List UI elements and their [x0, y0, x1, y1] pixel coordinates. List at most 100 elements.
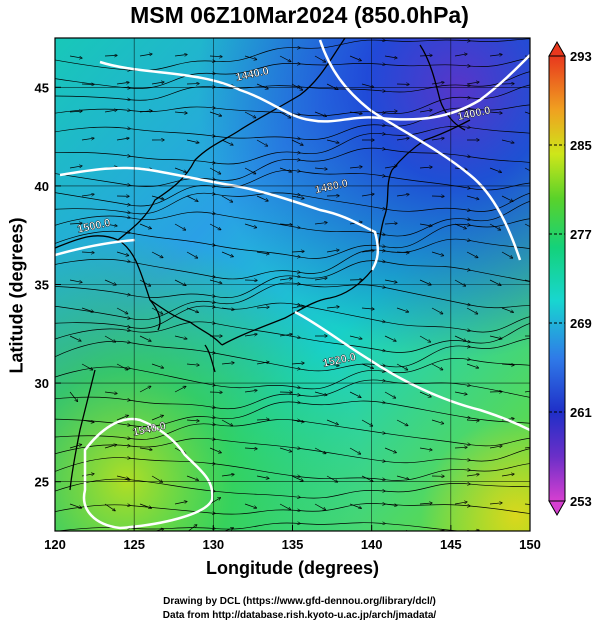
wind-arrow [174, 223, 185, 230]
wind-arrow [419, 447, 432, 450]
wind-arrow [256, 419, 269, 420]
wind-arrow [291, 475, 303, 481]
wind-arrow [209, 447, 221, 453]
wind-arrow [349, 112, 362, 114]
wind-arrow [466, 363, 478, 368]
wind-arrow [419, 110, 432, 113]
wind-arrow [361, 363, 373, 368]
wind-arrow [431, 419, 443, 424]
streamline-23 [55, 479, 530, 498]
wind-arrow [69, 111, 82, 112]
wind-arrow [221, 139, 233, 145]
wind-arrow [466, 251, 478, 258]
wind-arrow [362, 532, 374, 535]
wind-arrow [256, 307, 269, 308]
wind-arrow [256, 362, 269, 365]
x-tick-label-135: 135 [282, 537, 304, 552]
wind-arrow [116, 82, 129, 84]
colorbar-tick-label-269: 269 [570, 316, 592, 331]
wind-arrow [431, 82, 444, 84]
y-tick-label-25: 25 [35, 475, 49, 490]
wind-arrow [314, 168, 327, 169]
colorbar-max-arrow [548, 40, 566, 57]
wind-arrow [489, 112, 502, 113]
wind-arrow [69, 444, 81, 449]
wind-arrow [116, 251, 128, 256]
wind-arrow [537, 418, 549, 420]
wind-arrow [69, 335, 81, 341]
colorbar-ticks: 253 261 269 277 285 293 [549, 49, 592, 509]
wind-arrow [466, 82, 479, 85]
wind-arrow [524, 447, 530, 449]
wind-arrow [69, 503, 81, 508]
wind-arrow [116, 475, 129, 479]
wind-arrow [384, 335, 396, 341]
wind-arrow [186, 420, 199, 421]
wind-arrow [104, 279, 116, 285]
wind-arrow [326, 250, 339, 253]
wind-arrow [209, 111, 221, 116]
wind-arrow [454, 391, 467, 394]
wind-arrow [291, 139, 303, 145]
streamline-22 [55, 458, 530, 481]
wind-arrow [396, 194, 409, 196]
wind-arrow [186, 364, 199, 365]
wind-arrow [82, 532, 91, 539]
wind-arrow [501, 307, 513, 312]
wind-arrow [326, 139, 339, 143]
wind-arrow [81, 252, 94, 253]
wind-arrow [174, 112, 187, 113]
wind-arrow [139, 335, 151, 341]
grid-lines [55, 38, 530, 531]
wind-arrow [326, 475, 337, 482]
wind-arrow [209, 167, 220, 174]
wind-arrow [186, 251, 197, 258]
wind-arrow [314, 391, 327, 395]
wind-arrow [209, 498, 220, 505]
wind-arrow [327, 532, 338, 537]
wind-arrow [186, 195, 198, 201]
x-tick-label-145: 145 [440, 537, 462, 552]
wind-arrow [524, 167, 530, 172]
wind-arrow [489, 55, 502, 56]
wind-arrow [139, 111, 152, 112]
wind-arrow [244, 167, 256, 174]
wind-arrow [454, 502, 467, 505]
wind-arrow [139, 386, 151, 393]
wind-arrow [537, 140, 548, 145]
wind-arrow [454, 54, 467, 57]
wind-arrow [279, 55, 291, 62]
wind-arrow [81, 363, 92, 370]
y-tick-label-45: 45 [35, 80, 49, 95]
wind-arrow [489, 503, 502, 504]
wind-arrow [174, 54, 187, 56]
wind-arrow [174, 502, 187, 505]
wind-arrow [151, 415, 163, 421]
wind-arrow [501, 139, 514, 143]
wind-arrow [104, 503, 115, 511]
wind-arrow [256, 251, 269, 254]
wind-arrow [501, 195, 513, 201]
wind-arrow [537, 252, 548, 257]
wind-arrow [104, 223, 117, 226]
wind-arrow [279, 167, 291, 172]
wind-arrow [349, 335, 362, 339]
wind-arrow [501, 364, 514, 365]
wind-arrow [104, 335, 115, 342]
wind-arrow [69, 166, 82, 169]
wind-arrow [221, 363, 234, 364]
wind-arrow [349, 503, 361, 508]
wind-arrow [454, 223, 466, 229]
wind-arrow [384, 504, 397, 506]
wind-arrow [256, 475, 269, 478]
wind-arrow [419, 335, 430, 342]
wind-arrow [291, 419, 304, 422]
wind-arrow [524, 390, 530, 393]
wind-arrow [419, 279, 431, 285]
wind-arrow [326, 307, 339, 308]
wind-arrow [81, 419, 94, 422]
wind-arrow [489, 446, 502, 449]
wind-arrow [221, 419, 233, 426]
wind-arrow [419, 167, 432, 168]
